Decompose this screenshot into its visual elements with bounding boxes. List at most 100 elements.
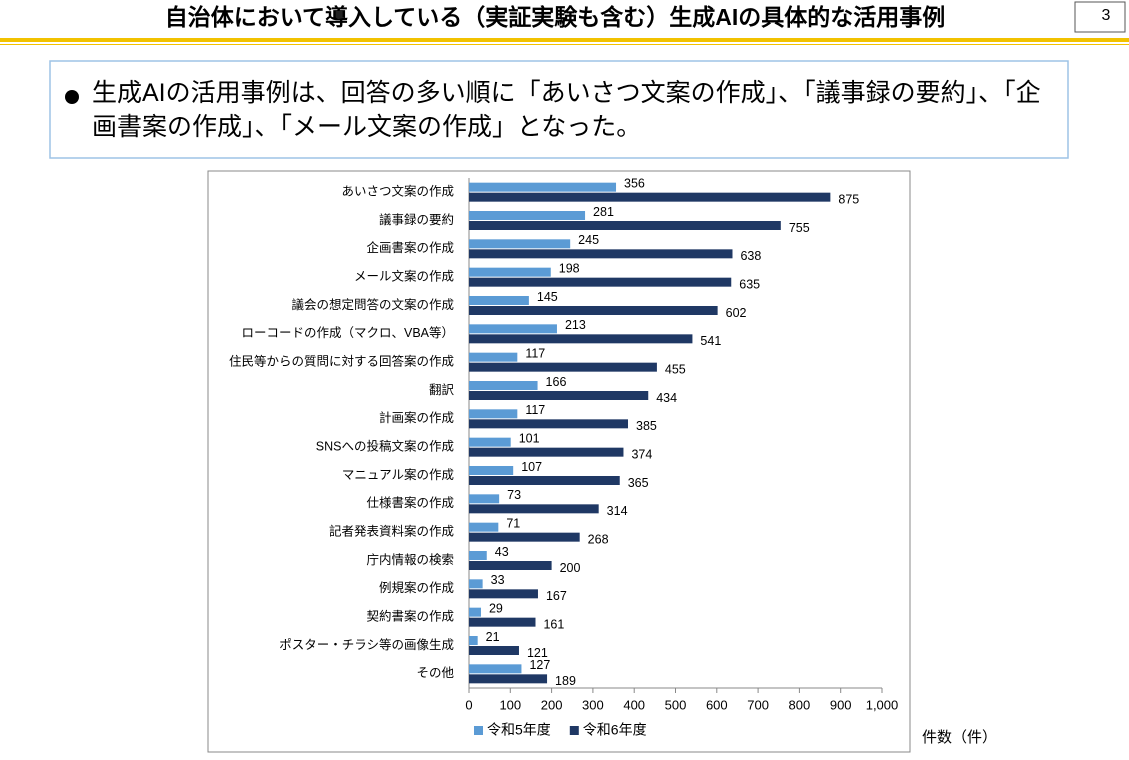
bar — [469, 324, 557, 334]
title-rule — [0, 38, 1129, 42]
x-tick-label: 400 — [623, 697, 645, 712]
bar — [469, 674, 548, 684]
x-tick-label: 700 — [747, 697, 769, 712]
value-label: 200 — [560, 561, 581, 575]
value-label: 71 — [506, 516, 520, 530]
plot: 0 100 200 300 400 500 600 700 800 900 1,000 あいさつ文案の… — [229, 176, 997, 746]
bar — [469, 267, 551, 277]
bar — [469, 437, 511, 447]
value-label: 43 — [495, 545, 509, 559]
bar — [469, 419, 629, 429]
bar — [469, 636, 478, 645]
y-tick-label: 記者発表資料案の作成 — [329, 523, 454, 538]
bar — [469, 409, 518, 419]
page-number: 3 — [1102, 7, 1111, 24]
value-label: 365 — [628, 476, 649, 490]
x-tick-label: 200 — [541, 697, 563, 712]
bar — [469, 352, 518, 362]
bar — [469, 617, 536, 627]
value-label: 875 — [838, 192, 859, 206]
value-label: 213 — [565, 318, 586, 332]
bar — [469, 561, 552, 570]
chart-frame — [207, 170, 911, 753]
summary-text: 生成AIの活用事例は、回答の多い順に「あいさつ文案の作成」、「議事録の要約」、「… — [92, 79, 1041, 141]
value-label: 101 — [519, 431, 540, 445]
y-tick-label: 翻訳 — [429, 382, 455, 397]
x-tick-label: 300 — [582, 697, 604, 712]
value-label: 541 — [700, 334, 721, 348]
y-tick-label: 議事録の要約 — [379, 212, 454, 227]
bullet-dot — [65, 90, 79, 104]
value-label: 755 — [789, 221, 810, 235]
summary-wrap: 生成AIの活用事例は、回答の多い順に「あいさつ文案の作成」、「議事録の要約」、「… — [92, 79, 1041, 141]
bar — [469, 381, 538, 390]
value-label: 121 — [527, 646, 548, 660]
bar — [469, 494, 500, 504]
legend-label: 令和5年度 — [487, 722, 551, 738]
value-label: 127 — [529, 658, 550, 672]
value-label: 635 — [739, 277, 760, 291]
bar — [469, 646, 519, 655]
bar — [469, 249, 733, 259]
legend-label: 令和6年度 — [583, 722, 647, 738]
bar — [469, 221, 781, 230]
value-label: 21 — [486, 630, 500, 644]
x-tick-label: 100 — [499, 697, 521, 712]
bar — [469, 277, 732, 287]
legend-swatch — [474, 726, 483, 735]
value-label: 281 — [593, 205, 614, 219]
y-tick-label: SNSへの投稿文案の作成 — [316, 438, 454, 453]
value-label: 385 — [636, 419, 657, 433]
y-tick-label: 例規案の作成 — [379, 580, 454, 595]
value-label: 455 — [665, 362, 686, 376]
y-tick-label: 計画案の作成 — [379, 410, 454, 425]
bar — [469, 211, 586, 220]
legend-swatch — [569, 726, 579, 735]
bar — [469, 192, 831, 202]
x-tick-label: 600 — [706, 697, 728, 712]
bar — [469, 589, 538, 599]
y-tick-label: その他 — [416, 666, 454, 680]
y-tick-label: ローコードの作成（マクロ、VBA等） — [241, 325, 454, 340]
bar — [469, 504, 599, 514]
page-number-box — [1074, 1, 1126, 33]
bar — [469, 306, 718, 315]
bar — [469, 532, 580, 542]
bar — [469, 447, 624, 457]
y-tick-label: 契約書案の作成 — [366, 608, 454, 623]
bar — [469, 466, 514, 475]
y-tick-label: マニュアル案の作成 — [342, 467, 454, 482]
value-label: 638 — [740, 249, 761, 263]
x-axis-label: 件数（件） — [922, 729, 997, 746]
bar — [469, 391, 649, 400]
value-label: 374 — [631, 447, 652, 461]
value-label: 356 — [624, 176, 645, 190]
bar — [469, 239, 571, 249]
bar — [469, 296, 529, 305]
summary-box — [49, 60, 1069, 159]
value-label: 117 — [525, 403, 545, 417]
y-tick-label: 議会の想定問答の文案の作成 — [291, 297, 454, 312]
bar — [469, 522, 499, 532]
value-label: 245 — [578, 233, 599, 247]
value-label: 29 — [489, 601, 503, 615]
bar — [469, 607, 481, 617]
x-tick-label: 0 — [465, 697, 472, 712]
x-tick-label: 1,000 — [866, 697, 899, 712]
value-label: 167 — [546, 589, 567, 603]
value-label: 166 — [546, 375, 567, 389]
bar — [469, 362, 657, 372]
bar — [469, 182, 617, 192]
bar — [469, 664, 522, 674]
title-rule-thin — [0, 44, 1129, 45]
y-tick-label: メール文案の作成 — [354, 268, 454, 283]
x-tick-label: 500 — [665, 697, 687, 712]
x-tick-label: 800 — [789, 697, 811, 712]
y-tick-label: 住民等からの質問に対する回答案の作成 — [229, 353, 454, 368]
value-label: 117 — [525, 346, 545, 360]
value-label: 434 — [656, 391, 677, 405]
value-label: 602 — [726, 306, 747, 320]
value-label: 107 — [521, 460, 542, 474]
